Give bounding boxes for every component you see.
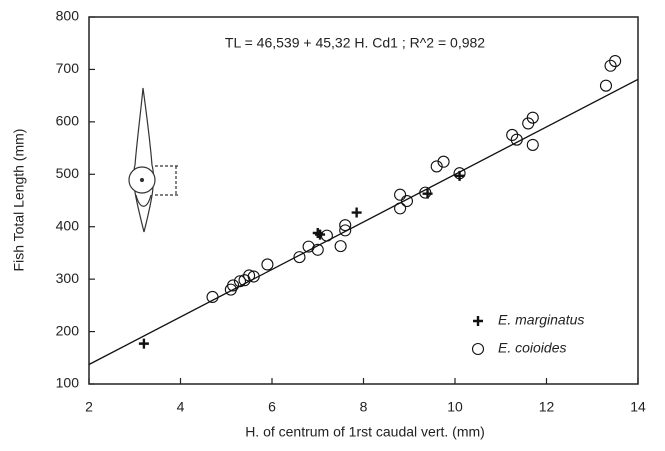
circle-marker: [224, 283, 237, 296]
y-tick-label: 500: [56, 165, 80, 181]
circle-marker: [227, 279, 240, 292]
y-tick-label: 700: [56, 60, 80, 76]
circle-marker: [453, 167, 466, 180]
circle-marker: [320, 229, 333, 242]
y-tick-label: 600: [56, 113, 80, 129]
x-tick-label: 6: [268, 399, 276, 415]
x-tick-label: 14: [630, 399, 646, 415]
circle-marker: [394, 202, 407, 215]
y-axis-title: Fish Total Length (mm): [11, 129, 27, 272]
y-tick-label: 300: [56, 270, 80, 286]
circle-marker: [419, 186, 432, 199]
annotation: TL = 46,539 + 45,32 H. Cd1 ; R^2 = 0,982: [225, 35, 485, 51]
legend-label: E. coioides: [498, 340, 566, 356]
plot-frame: [88, 16, 639, 385]
legend-marker: [473, 316, 483, 326]
circle-marker: [400, 194, 414, 208]
circle-marker: [261, 258, 274, 271]
trendline: [88, 78, 639, 366]
plus-marker: [454, 170, 465, 181]
y-tick-label: 200: [56, 322, 80, 338]
circle-marker: [599, 79, 613, 92]
circle-marker: [339, 219, 352, 232]
legend-label: E. marginatus: [498, 312, 584, 328]
circle-marker: [526, 111, 539, 124]
circle-marker: [293, 251, 306, 264]
x-tick-label: 4: [177, 399, 185, 415]
x-tick-label: 2: [85, 399, 93, 415]
circle-marker: [604, 59, 617, 72]
circle-marker: [526, 138, 539, 151]
circle-marker: [311, 243, 324, 256]
plus-marker: [315, 229, 326, 240]
plus-marker: [138, 338, 149, 349]
circle-marker: [510, 133, 523, 146]
x-tick-label: 10: [447, 399, 463, 415]
circle-marker: [609, 54, 622, 68]
circle-marker: [302, 240, 315, 253]
y-tick-label: 800: [56, 8, 80, 24]
circle-marker: [437, 155, 450, 168]
circle-marker: [339, 224, 352, 237]
x-axis-title: H. of centrum of 1rst caudal vert. (mm): [245, 424, 485, 440]
x-tick-label: 8: [360, 399, 368, 415]
circle-marker: [430, 160, 443, 173]
circle-marker: [394, 188, 407, 201]
y-tick-label: 100: [56, 375, 80, 391]
circle-marker: [334, 240, 347, 253]
fish-diagram: [128, 87, 178, 233]
legend-marker: [471, 342, 485, 356]
circle-marker: [233, 275, 247, 288]
x-tick-label: 12: [539, 399, 555, 415]
plus-marker: [351, 207, 362, 218]
circle-marker: [243, 269, 256, 282]
circle-marker: [206, 290, 219, 304]
circle-marker: [506, 128, 519, 142]
y-tick-label: 400: [56, 217, 80, 233]
circle-marker: [247, 270, 260, 283]
